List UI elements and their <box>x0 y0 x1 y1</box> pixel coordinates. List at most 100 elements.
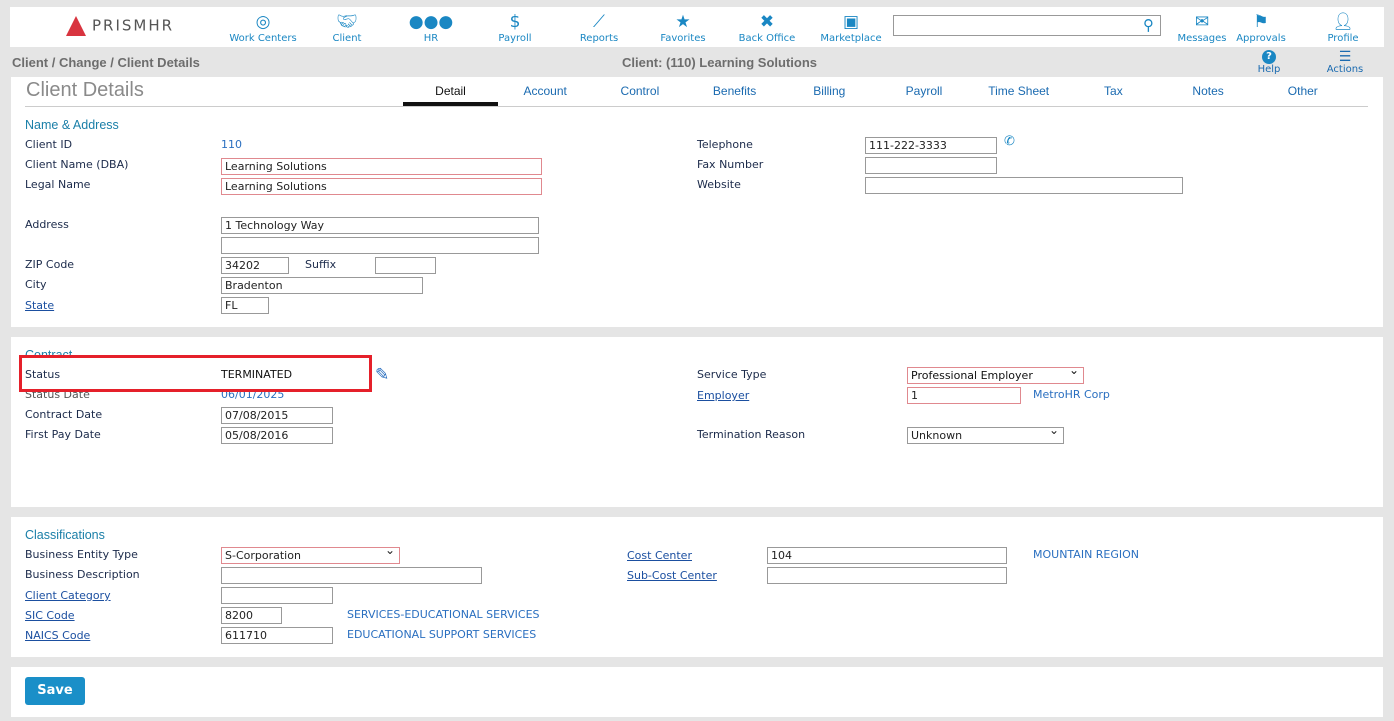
handshake-icon: 🤝︎ <box>336 12 358 32</box>
search-input[interactable]: ⚲ <box>893 15 1161 36</box>
telephone-input[interactable]: 111-222-3333 <box>865 137 997 154</box>
entity-type-label: Business Entity Type <box>25 548 138 561</box>
nav-marketplace[interactable]: ▣ Marketplace <box>806 11 896 44</box>
help-button[interactable]: ? Help <box>1257 50 1281 75</box>
phone-icon[interactable]: ✆ <box>1004 134 1015 149</box>
suffix-label: Suffix <box>305 258 337 271</box>
client-category-link[interactable]: Client Category <box>25 589 111 602</box>
dba-label: Client Name (DBA) <box>25 158 129 171</box>
naics-code-link[interactable]: NAICS Code <box>25 629 91 642</box>
termination-reason-select[interactable]: Unknown <box>907 424 1064 444</box>
address2-input[interactable] <box>221 237 539 254</box>
tab-billing[interactable]: Billing <box>813 84 846 98</box>
sic-code-input[interactable]: 8200 <box>221 607 282 624</box>
contract-date-label: Contract Date <box>25 408 103 421</box>
nav-reports[interactable]: ⟋ Reports <box>554 11 644 44</box>
tab-notes[interactable]: Notes <box>1192 84 1224 98</box>
tab-control[interactable]: Control <box>620 84 660 98</box>
cost-center-link[interactable]: Cost Center <box>627 549 692 562</box>
client-title: Client: (110) Learning Solutions <box>622 55 818 70</box>
suffix-input[interactable] <box>375 257 436 274</box>
status-highlight-box <box>19 355 372 392</box>
naics-code-input[interactable]: 611710 <box>221 627 333 644</box>
tab-time-sheet[interactable]: Time Sheet <box>988 84 1050 98</box>
active-tab-indicator <box>403 102 498 106</box>
client-id-label: Client ID <box>25 138 73 151</box>
fax-input[interactable] <box>865 157 997 174</box>
tab-detail[interactable]: Detail <box>435 84 466 98</box>
city-input[interactable]: Bradenton <box>221 277 423 294</box>
nav-payroll[interactable]: $ Payroll <box>470 11 560 44</box>
user-icon: 👤︎ <box>1332 12 1354 32</box>
users-icon: ●●● <box>408 12 454 32</box>
entity-type-select[interactable]: S-Corporation <box>221 544 400 564</box>
zip-input[interactable]: 34202 <box>221 257 289 274</box>
store-icon: ▣ <box>842 12 860 32</box>
business-description-input[interactable] <box>221 567 482 584</box>
sic-description: SERVICES-EDUCATIONAL SERVICES <box>347 608 540 621</box>
status-label: Status <box>25 368 61 381</box>
state-link[interactable]: State <box>25 299 55 312</box>
sub-cost-center-link[interactable]: Sub-Cost Center <box>627 569 717 582</box>
chart-icon: ⟋ <box>593 12 605 32</box>
page-title: Client Details <box>26 79 144 101</box>
search-icon[interactable]: ⚲ <box>1143 16 1154 34</box>
nav-back-office[interactable]: ✖ Back Office <box>722 11 812 44</box>
nav-work-centers[interactable]: ◎ Work Centers <box>218 11 308 44</box>
nav-profile[interactable]: 👤︎ Profile <box>1298 11 1388 44</box>
tab-other[interactable]: Other <box>1287 84 1318 98</box>
legal-name-label: Legal Name <box>25 178 91 191</box>
save-card <box>11 667 1383 717</box>
nav-client[interactable]: 🤝︎ Client <box>302 11 392 44</box>
prism-logo-icon <box>66 16 86 36</box>
client-id-value: 110 <box>221 138 242 151</box>
tabs-divider <box>25 106 1368 107</box>
client-category-input[interactable] <box>221 587 333 604</box>
employer-link[interactable]: Employer <box>697 389 750 402</box>
tab-tax[interactable]: Tax <box>1104 84 1123 98</box>
cost-center-description: MOUNTAIN REGION <box>1033 548 1140 561</box>
legal-name-input[interactable]: Learning Solutions <box>221 178 542 195</box>
edit-status-icon[interactable]: ✎ <box>375 365 390 385</box>
classifications-card <box>11 517 1383 657</box>
flag-icon: ⚑ <box>1253 12 1269 32</box>
top-nav-bar: PRISMHR ◎ Work Centers 🤝︎ Client ●●● HR $ Pa… <box>10 7 1384 47</box>
nav-hr[interactable]: ●●● HR <box>386 11 476 44</box>
telephone-label: Telephone <box>697 138 753 151</box>
naics-description: EDUCATIONAL SUPPORT SERVICES <box>347 628 537 641</box>
tab-payroll[interactable]: Payroll <box>905 84 943 98</box>
menu-icon: ☰ <box>1338 49 1352 65</box>
dba-input[interactable]: Learning Solutions <box>221 158 542 175</box>
nav-favorites[interactable]: ★ Favorites <box>638 11 728 44</box>
name-address-title: Name & Address <box>25 118 119 132</box>
business-description-label: Business Description <box>25 568 140 581</box>
actions-button[interactable]: ☰ Actions <box>1300 50 1390 75</box>
sic-code-link[interactable]: SIC Code <box>25 609 75 622</box>
classifications-title: Classifications <box>25 528 105 542</box>
nav-messages[interactable]: ✉ Messages <box>1157 11 1247 44</box>
nav-approvals[interactable]: ⚑ Approvals <box>1216 11 1306 44</box>
name-address-card <box>11 77 1383 327</box>
service-type-label: Service Type <box>697 368 767 381</box>
state-input[interactable]: FL <box>221 297 269 314</box>
tab-account[interactable]: Account <box>523 84 567 98</box>
save-button[interactable]: Save <box>25 677 85 705</box>
service-type-select[interactable]: Professional Employer <box>907 364 1084 384</box>
cost-center-input[interactable]: 104 <box>767 547 1007 564</box>
zip-label: ZIP Code <box>25 258 75 271</box>
envelope-icon: ✉ <box>1194 12 1210 32</box>
employer-input[interactable]: 1 <box>907 387 1021 404</box>
tab-benefits[interactable]: Benefits <box>712 84 757 98</box>
address1-input[interactable]: 1 Technology Way <box>221 217 539 234</box>
dollar-icon: $ <box>509 12 521 32</box>
website-label: Website <box>697 178 741 191</box>
first-pay-label: First Pay Date <box>25 428 101 441</box>
contract-date-input[interactable]: 07/08/2015 <box>221 407 333 424</box>
sub-cost-center-input[interactable] <box>767 567 1007 584</box>
first-pay-input[interactable]: 05/08/2016 <box>221 427 333 444</box>
employer-name: MetroHR Corp <box>1033 388 1110 401</box>
tools-icon: ✖ <box>759 12 775 32</box>
help-icon: ? <box>1262 50 1276 64</box>
website-input[interactable] <box>865 177 1183 194</box>
logo[interactable]: PRISMHR <box>66 16 174 36</box>
